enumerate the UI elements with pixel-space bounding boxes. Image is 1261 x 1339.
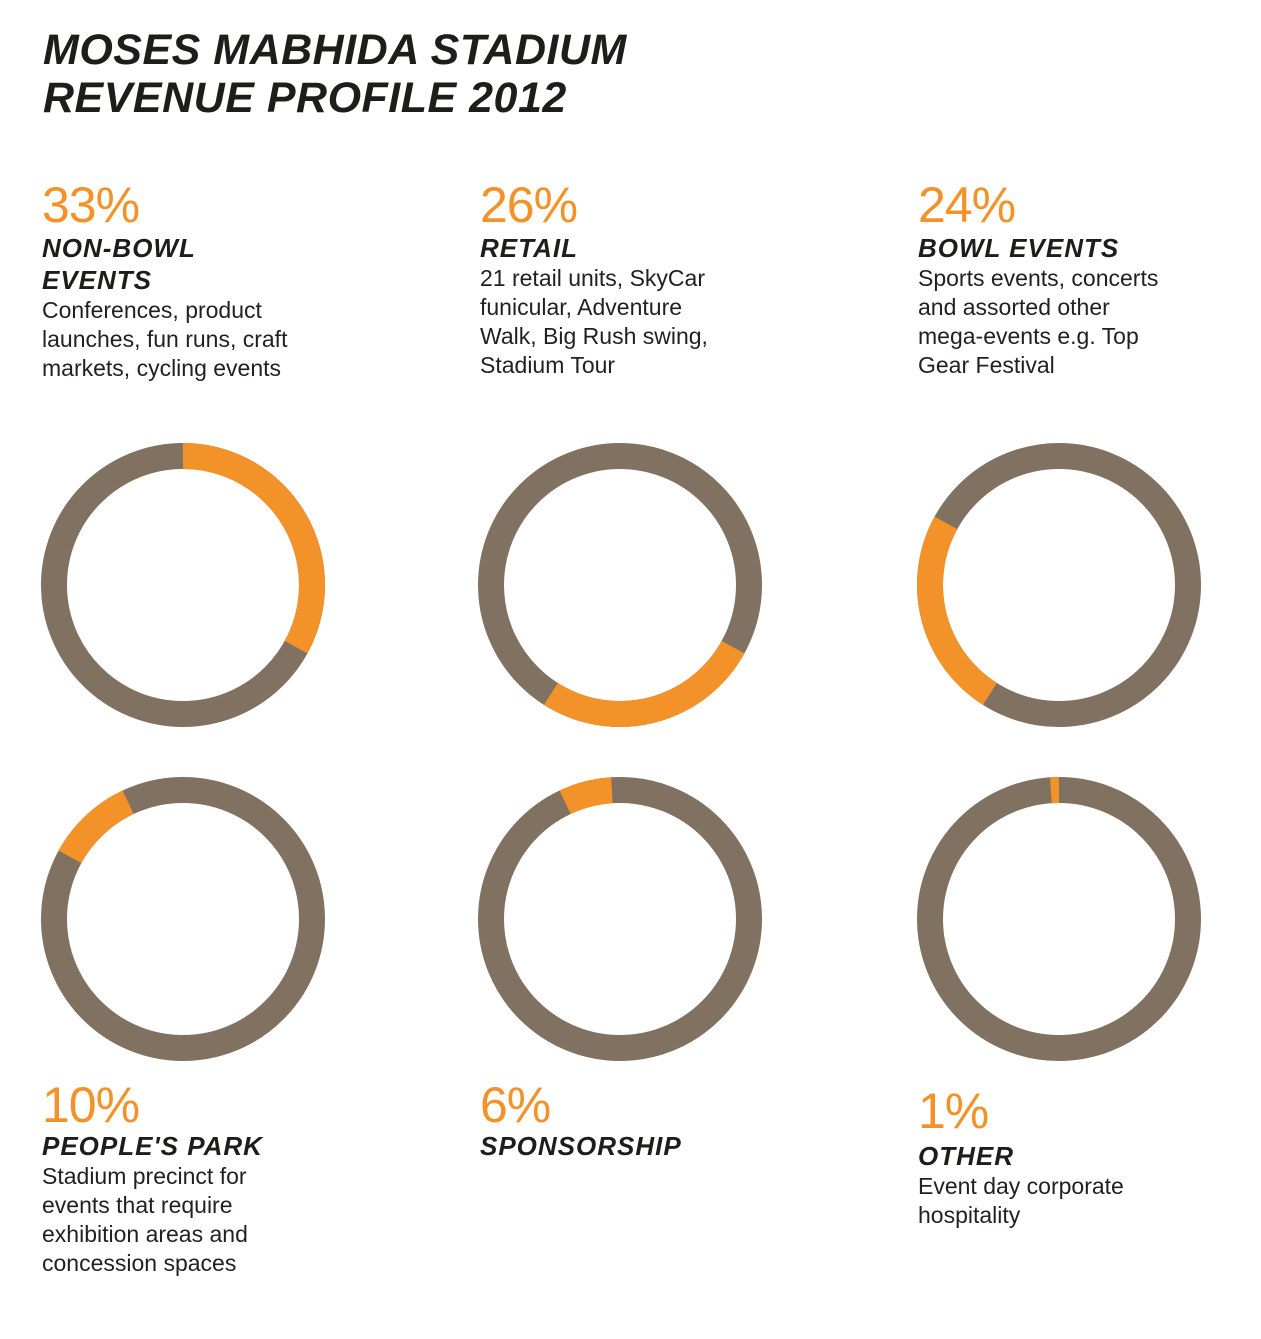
donut-track <box>917 777 1201 1061</box>
donut-segment <box>543 640 745 727</box>
category-label: SPONSORSHIP <box>480 1131 682 1161</box>
percent-label: 24% <box>918 177 1016 233</box>
category-label: PEOPLE'S PARK <box>42 1131 263 1161</box>
percent-label: 10% <box>42 1077 140 1133</box>
donut-segment <box>183 443 325 654</box>
donut-track <box>41 777 325 1061</box>
donut-other <box>917 777 1201 1061</box>
category-description: Event day corporate hospitality <box>918 1173 1124 1228</box>
percent-label: 1% <box>918 1083 989 1139</box>
donut-track <box>478 777 762 1061</box>
donut-retail <box>478 443 762 727</box>
title-line-2: REVENUE PROFILE 2012 <box>43 74 567 122</box>
block-bowl-events: 24% BOWL EVENTS Sports events, concerts … <box>918 178 1248 380</box>
donut-sponsorship <box>478 777 762 1061</box>
category-description: Conferences, product launches, fun runs,… <box>42 297 288 381</box>
donut-segment <box>559 777 613 815</box>
page-title: MOSES MABHIDA STADIUM REVENUE PROFILE 20… <box>43 26 627 122</box>
category-description: Stadium precinct for events that require… <box>42 1163 248 1276</box>
donut-peoples-park <box>41 777 325 1061</box>
donut-segment <box>58 790 134 864</box>
category-description: Sports events, concerts and assorted oth… <box>918 265 1159 378</box>
category-description: 21 retail units, SkyCar funicular, Adven… <box>480 265 708 378</box>
donut-non-bowl-events <box>41 443 325 727</box>
donut-segment <box>1050 777 1059 804</box>
category-label: RETAIL <box>480 233 578 263</box>
block-other: 1% OTHER Event day corporate hospitality <box>918 1084 1248 1230</box>
percent-label: 33% <box>42 177 140 233</box>
category-label: OTHER <box>918 1141 1014 1171</box>
category-label: BOWL EVENTS <box>918 233 1120 263</box>
block-retail: 26% RETAIL 21 retail units, SkyCar funic… <box>480 178 810 380</box>
percent-label: 26% <box>480 177 578 233</box>
donut-bowl-events <box>917 443 1201 727</box>
block-sponsorship: 6% SPONSORSHIP <box>480 1078 810 1162</box>
block-peoples-park: 10% PEOPLE'S PARK Stadium precinct for e… <box>42 1078 372 1278</box>
block-non-bowl-events: 33% NON-BOWL EVENTS Conferences, product… <box>42 178 372 383</box>
title-line-1: MOSES MABHIDA STADIUM <box>43 26 627 74</box>
donut-segment <box>917 516 997 705</box>
percent-label: 6% <box>480 1077 551 1133</box>
category-label: NON-BOWL EVENTS <box>42 233 196 295</box>
